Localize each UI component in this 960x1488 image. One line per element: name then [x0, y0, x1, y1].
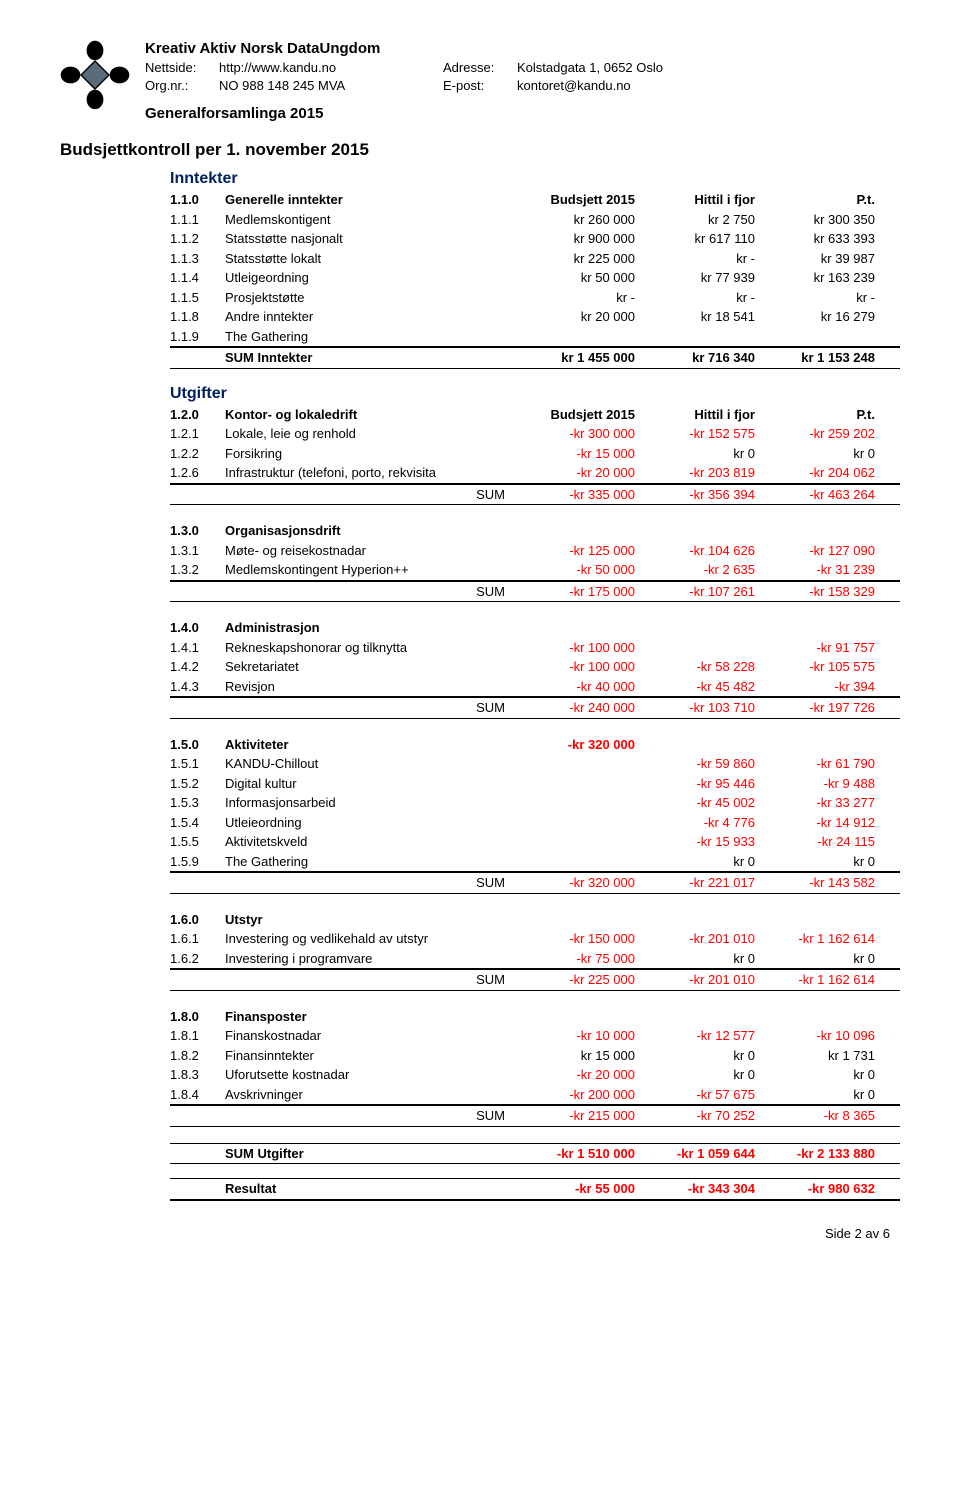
table-row: 1.1.2Statsstøtte nasjonaltkr 900 000kr 6…	[170, 229, 900, 249]
inntekter-headrow: 1.1.0 Generelle inntekter Budsjett 2015 …	[170, 190, 900, 210]
section-sum: SUM-kr 175 000-kr 107 261-kr 158 329	[170, 581, 900, 603]
orgnr-value: NO 988 148 245 MVA	[219, 77, 439, 95]
website-value: http://www.kandu.no	[219, 59, 439, 77]
email-label: E-post:	[443, 77, 513, 95]
page-header: Kreativ Aktiv Norsk DataUngdom Nettside:…	[60, 40, 900, 122]
org-name: Kreativ Aktiv Norsk DataUngdom	[145, 40, 900, 57]
section-headrow: 1.8.0Finansposter	[170, 1007, 900, 1027]
section-headrow: 1.6.0Utstyr	[170, 910, 900, 930]
address-value: Kolstadgata 1, 0652 Oslo	[517, 59, 900, 77]
assembly-title: Generalforsamlinga 2015	[145, 105, 900, 122]
section-headrow: 1.3.0Organisasjonsdrift	[170, 521, 900, 541]
utgifter-section: 1.3.0Organisasjonsdrift1.3.1Møte- og rei…	[170, 521, 900, 602]
table-row: 1.5.3Informasjonsarbeid-kr 45 002-kr 33 …	[170, 793, 900, 813]
table-row: 1.3.2Medlemskontingent Hyperion++-kr 50 …	[170, 560, 900, 581]
table-row: 1.1.4Utleigeordningkr 50 000kr 77 939kr …	[170, 268, 900, 288]
utgifter-section: 1.6.0Utstyr1.6.1Investering og vedlikeha…	[170, 910, 900, 991]
utgifter-section: 1.5.0Aktiviteter-kr 320 0001.5.1KANDU-Ch…	[170, 735, 900, 894]
table-row: 1.5.2Digital kultur-kr 95 446-kr 9 488	[170, 774, 900, 794]
email-value: kontoret@kandu.no	[517, 77, 900, 95]
table-row: 1.6.1Investering og vedlikehald av utsty…	[170, 929, 900, 949]
budget-table: Inntekter 1.1.0 Generelle inntekter Buds…	[60, 170, 900, 1201]
inntekter-sum: SUM Inntekter kr 1 455 000 kr 716 340 kr…	[170, 347, 900, 369]
orgnr-label: Org.nr.:	[145, 77, 215, 95]
table-row: 1.2.2Forsikring-kr 15 000kr 0kr 0	[170, 444, 900, 464]
table-row: 1.8.2Finansinntekterkr 15 000kr 0kr 1 73…	[170, 1046, 900, 1066]
table-row: 1.4.3Revisjon-kr 40 000-kr 45 482-kr 394	[170, 677, 900, 698]
table-row: 1.2.1Lokale, leie og renhold-kr 300 000-…	[170, 424, 900, 444]
table-row: 1.2.6Infrastruktur (telefoni, porto, rek…	[170, 463, 900, 484]
table-row: 1.3.1Møte- og reisekostnadar-kr 125 000-…	[170, 541, 900, 561]
table-row: 1.5.9The Gatheringkr 0kr 0	[170, 852, 900, 873]
table-row: 1.1.1Medlemskontigentkr 260 000kr 2 750k…	[170, 210, 900, 230]
utgifter-section: 1.4.0Administrasjon1.4.1Rekneskapshonora…	[170, 618, 900, 719]
logo-icon	[60, 40, 130, 110]
section-sum: SUM-kr 215 000-kr 70 252-kr 8 365	[170, 1105, 900, 1127]
section-sum: SUM-kr 320 000-kr 221 017-kr 143 582	[170, 872, 900, 894]
section-inntekter: Inntekter 1.1.0 Generelle inntekter Buds…	[170, 170, 900, 369]
table-row: 1.1.3Statsstøtte lokaltkr 225 000kr -kr …	[170, 249, 900, 269]
resultat-row: Resultat -kr 55 000 -kr 343 304 -kr 980 …	[170, 1178, 900, 1201]
section-sum: SUM-kr 225 000-kr 201 010-kr 1 162 614	[170, 969, 900, 991]
table-row: 1.4.2Sekretariatet-kr 100 000-kr 58 228-…	[170, 657, 900, 677]
table-row: 1.5.5Aktivitetskveld-kr 15 933-kr 24 115	[170, 832, 900, 852]
table-row: 1.1.9The Gathering	[170, 327, 900, 348]
address-label: Adresse:	[443, 59, 513, 77]
page-footer: Side 2 av 6	[60, 1226, 900, 1241]
document-title: Budsjettkontroll per 1. november 2015	[60, 140, 900, 160]
section-headrow: 1.2.0Kontor- og lokaledriftBudsjett 2015…	[170, 405, 900, 425]
table-row: 1.4.1Rekneskapshonorar og tilknytta-kr 1…	[170, 638, 900, 658]
header-text-block: Kreativ Aktiv Norsk DataUngdom Nettside:…	[145, 40, 900, 122]
sum-utgifter-row: SUM Utgifter -kr 1 510 000 -kr 1 059 644…	[170, 1143, 900, 1165]
table-row: 1.1.5Prosjektstøttekr -kr -kr -	[170, 288, 900, 308]
utgifter-section: 1.8.0Finansposter1.8.1Finanskostnadar-kr…	[170, 1007, 900, 1127]
table-row: 1.1.8Andre inntekterkr 20 000kr 18 541kr…	[170, 307, 900, 327]
table-row: 1.8.1Finanskostnadar-kr 10 000-kr 12 577…	[170, 1026, 900, 1046]
table-row: 1.5.4Utleieordning-kr 4 776-kr 14 912	[170, 813, 900, 833]
utgifter-section: 1.2.0Kontor- og lokaledriftBudsjett 2015…	[170, 405, 900, 506]
utgifter-heading: Utgifter	[170, 385, 900, 403]
section-headrow: 1.5.0Aktiviteter-kr 320 000	[170, 735, 900, 755]
section-sum: SUM-kr 335 000-kr 356 394-kr 463 264	[170, 484, 900, 506]
section-sum: SUM-kr 240 000-kr 103 710-kr 197 726	[170, 697, 900, 719]
inntekter-heading: Inntekter	[170, 170, 900, 188]
section-headrow: 1.4.0Administrasjon	[170, 618, 900, 638]
table-row: 1.8.3Uforutsette kostnadar-kr 20 000kr 0…	[170, 1065, 900, 1085]
table-row: 1.5.1KANDU-Chillout-kr 59 860-kr 61 790	[170, 754, 900, 774]
table-row: 1.6.2Investering i programvare-kr 75 000…	[170, 949, 900, 970]
table-row: 1.8.4Avskrivninger-kr 200 000-kr 57 675k…	[170, 1085, 900, 1106]
website-label: Nettside:	[145, 59, 215, 77]
